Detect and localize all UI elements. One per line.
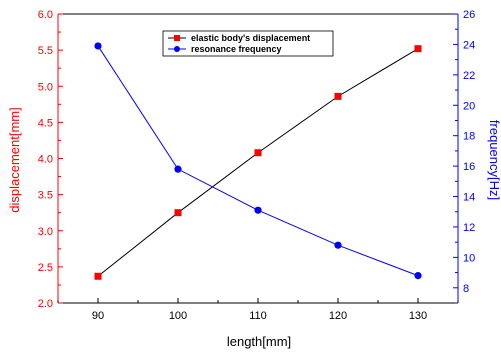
left-y-tick-label: 5.0 (38, 81, 53, 93)
legend-marker-square (174, 35, 180, 41)
legend-box (162, 30, 334, 57)
right-y-tick-label: 22 (463, 70, 475, 82)
x-axis: 90 100 110 120 130 (57, 298, 459, 322)
series-layer (94, 42, 422, 280)
left-y-tick-label: 2.5 (38, 262, 53, 274)
right-y-axis-label: frequency[Hz] (487, 120, 501, 200)
data-point-circle (174, 165, 182, 173)
left-y-tick-label: 6.0 (38, 9, 53, 21)
right-y-axis: 8 10 12 14 16 18 20 22 24 26 (453, 9, 475, 304)
left-y-tick-label: 5.5 (38, 45, 53, 57)
data-point-square (414, 45, 422, 53)
data-point-circle (414, 272, 422, 280)
data-point-square (334, 92, 342, 100)
right-y-tick-label: 18 (463, 131, 475, 143)
left-y-tick-label: 4.5 (38, 117, 53, 129)
x-tick-label: 110 (249, 310, 267, 322)
left-y-tick-label: 4.0 (38, 154, 53, 166)
left-y-tick-label: 2.0 (38, 298, 53, 310)
x-tick-label: 120 (329, 310, 347, 322)
right-y-tick-label: 26 (463, 9, 475, 21)
legend-label-2: resonance frequency (191, 44, 282, 54)
data-point-square (254, 149, 262, 157)
x-axis-label: length[mm] (227, 334, 291, 349)
left-y-tick-label: 3.5 (38, 190, 53, 202)
left-y-axis: 2.0 2.5 3.0 3.5 4.0 4.5 5.0 5.5 6.0 (38, 9, 63, 310)
data-point-square (174, 209, 182, 217)
right-y-tick-label: 10 (463, 252, 475, 264)
right-y-tick-label: 20 (463, 100, 475, 112)
x-tick-label: 90 (92, 310, 104, 322)
right-y-tick-label: 14 (463, 192, 475, 204)
data-point-circle (254, 206, 262, 214)
data-point-circle (94, 42, 102, 50)
right-y-tick-label: 24 (463, 39, 475, 51)
x-tick-label: 100 (169, 310, 187, 322)
x-tick-label: 130 (409, 310, 427, 322)
right-y-tick-label: 8 (463, 283, 469, 295)
left-y-tick-label: 3.0 (38, 226, 53, 238)
data-point-circle (334, 241, 342, 249)
legend-marker-circle (174, 46, 180, 52)
left-y-axis-label: displacement[mm] (7, 107, 22, 212)
legend-label-1: elastic body's displacement (191, 33, 310, 43)
data-point-square (94, 272, 102, 280)
right-y-tick-label: 16 (463, 161, 475, 173)
right-y-tick-label: 12 (463, 222, 475, 234)
